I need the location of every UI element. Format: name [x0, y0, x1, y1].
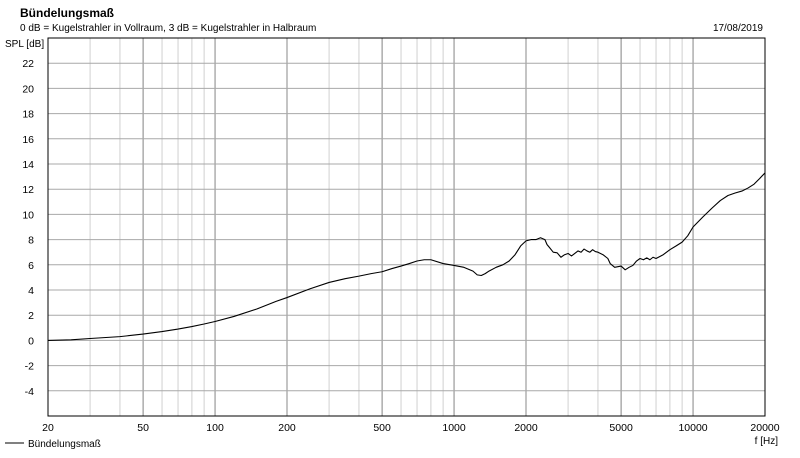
chart-date: 17/08/2019: [713, 23, 763, 34]
legend-label: Bündelungsmaß: [28, 439, 101, 450]
y-tick-label: 10: [22, 209, 34, 221]
y-tick-label: 14: [22, 159, 34, 171]
x-axis-label: f [Hz]: [755, 436, 779, 447]
x-tick-labels: 20 50 100 200 500 1000 2000 5000 10000 20000: [42, 422, 780, 434]
y-tick-label: 22: [22, 58, 34, 70]
plot-frame: [47, 37, 766, 417]
y-tick-label: -2: [25, 361, 34, 373]
x-tick-label: 2000: [514, 422, 538, 434]
x-tick-label: 5000: [609, 422, 633, 434]
y-tick-label: 18: [22, 109, 34, 121]
chart-subtitle: 0 dB = Kugelstrahler in Vollraum, 3 dB =…: [20, 23, 316, 34]
series-line-buendelungsmass: [47, 172, 766, 341]
y-tick-label: 8: [28, 235, 34, 247]
y-tick-label: -4: [25, 386, 34, 398]
y-tick-label: 0: [28, 335, 34, 347]
y-tick-label: 20: [22, 83, 34, 95]
x-tick-label: 50: [137, 422, 149, 434]
x-tick-label: 100: [206, 422, 224, 434]
y-axis-label: SPL [dB]: [5, 39, 44, 50]
x-tick-label: 10000: [678, 422, 707, 434]
chart-title: Bündelungsmaß: [20, 6, 114, 20]
x-tick-label: 20000: [750, 422, 779, 434]
y-tick-label: 2: [28, 310, 34, 322]
x-tick-label: 1000: [442, 422, 466, 434]
minor-grid: [89, 38, 694, 416]
y-tick-label: 6: [28, 260, 34, 272]
x-tick-label: 20: [42, 422, 54, 434]
x-tick-label: 200: [278, 422, 296, 434]
major-grid: [48, 38, 765, 416]
y-tick-label: 12: [22, 184, 34, 196]
y-tick-label: 4: [28, 285, 34, 297]
x-tick-label: 500: [373, 422, 391, 434]
y-tick-label: 16: [22, 134, 34, 146]
legend: Bündelungsmaß: [5, 439, 101, 450]
